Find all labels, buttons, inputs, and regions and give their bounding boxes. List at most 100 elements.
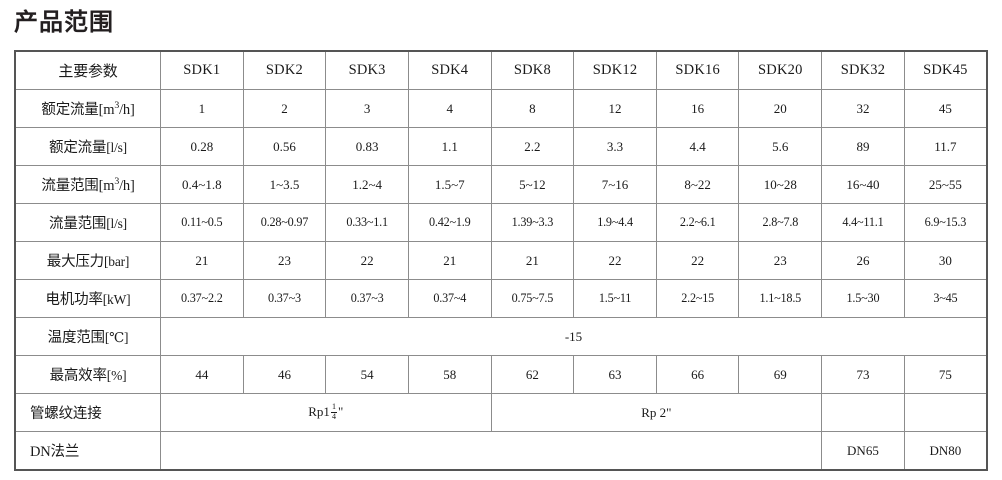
merged-data-cell: Rp1 1 4 " bbox=[160, 393, 492, 432]
data-cell: 0.37~3 bbox=[325, 279, 409, 318]
data-cell: 7~16 bbox=[573, 165, 657, 204]
data-cell: 8 bbox=[490, 89, 575, 128]
model-header-sdk1: SDK1 bbox=[160, 50, 244, 90]
data-cell: 5.6 bbox=[738, 127, 823, 166]
data-cell: 1 bbox=[160, 89, 244, 128]
data-cell: 22 bbox=[573, 241, 657, 280]
row-label: 流量范围[m3/h] bbox=[14, 165, 161, 204]
data-cell: 20 bbox=[738, 89, 823, 128]
table-row: 额定流量[l/s] 0.28 0.56 0.83 1.1 2.2 3.3 4.4 5.6 89 11… bbox=[14, 127, 988, 166]
row-label: 温度范围[℃] bbox=[14, 317, 161, 356]
data-cell: 75 bbox=[903, 355, 988, 394]
data-cell: 4.4~11.1 bbox=[821, 203, 905, 242]
data-cell: 1.2~4 bbox=[325, 165, 409, 204]
table-row: 温度范围[℃] -15 bbox=[14, 317, 988, 356]
data-cell: 89 bbox=[821, 127, 905, 166]
data-cell: 2.2~6.1 bbox=[655, 203, 740, 242]
data-cell: 1.9~4.4 bbox=[573, 203, 657, 242]
data-cell: 22 bbox=[325, 241, 409, 280]
data-cell: 11.7 bbox=[903, 127, 988, 166]
data-cell: 0.83 bbox=[325, 127, 409, 166]
product-range-table: 主要参数 SDK1 SDK2 SDK3 SDK4 SDK8 SDK12 SDK16 SDK20… bbox=[14, 50, 988, 471]
data-cell: 30 bbox=[903, 241, 988, 280]
data-cell: 69 bbox=[738, 355, 823, 394]
data-cell: 1.39~3.3 bbox=[490, 203, 575, 242]
merged-data-cell: DN80 bbox=[903, 431, 988, 471]
table-row: 流量范围[l/s] 0.11~0.5 0.28~0.97 0.33~1.1 0.42~1… bbox=[14, 203, 988, 242]
data-cell: 62 bbox=[490, 355, 575, 394]
data-cell: 23 bbox=[738, 241, 823, 280]
data-cell: 0.37~4 bbox=[407, 279, 492, 318]
data-cell: 4 bbox=[407, 89, 492, 128]
merged-data-cell bbox=[159, 431, 823, 471]
data-cell: 0.56 bbox=[242, 127, 327, 166]
data-cell: 12 bbox=[573, 89, 657, 128]
data-cell: 0.28 bbox=[160, 127, 244, 166]
row-label: DN法兰 bbox=[14, 431, 161, 471]
data-cell: 1.1 bbox=[407, 127, 492, 166]
data-cell: 5~12 bbox=[490, 165, 575, 204]
data-cell: 66 bbox=[655, 355, 740, 394]
data-cell: 0.42~1.9 bbox=[407, 203, 492, 242]
row-label: 流量范围[l/s] bbox=[14, 203, 161, 242]
data-cell: 3.3 bbox=[573, 127, 657, 166]
model-header-sdk32: SDK32 bbox=[821, 50, 905, 90]
data-cell: 2 bbox=[242, 89, 327, 128]
data-cell: 21 bbox=[160, 241, 244, 280]
table-row: 额定流量[m3/h] 1 2 3 4 8 12 16 20 32 45 bbox=[14, 89, 988, 128]
spec-table-container: 主要参数 SDK1 SDK2 SDK3 SDK4 SDK8 SDK12 SDK16 SDK20… bbox=[14, 50, 988, 471]
row-label: 最高效率[%] bbox=[14, 355, 161, 394]
model-header-sdk3: SDK3 bbox=[325, 50, 409, 90]
merged-data-cell: DN65 bbox=[821, 431, 905, 471]
data-cell: 0.4~1.8 bbox=[160, 165, 244, 204]
data-cell: 54 bbox=[325, 355, 409, 394]
data-cell: 63 bbox=[573, 355, 657, 394]
model-header-sdk20: SDK20 bbox=[738, 50, 823, 90]
data-cell: 32 bbox=[821, 89, 905, 128]
row-label: 额定流量[l/s] bbox=[14, 127, 161, 166]
product-range-page: 产品范围 主要参数 SDK1 SDK2 SDK3 SDK4 SDK8 SDK12 SDK16… bbox=[0, 8, 1002, 480]
model-header-sdk16: SDK16 bbox=[655, 50, 740, 90]
table-row: 最高效率[%] 44 46 54 58 62 63 66 69 73 75 bbox=[14, 355, 988, 394]
merged-data-cell bbox=[903, 393, 988, 432]
data-cell: 0.75~7.5 bbox=[490, 279, 575, 318]
table-row: 电机功率[kW] 0.37~2.2 0.37~3 0.37~3 0.37~4 0.75~7… bbox=[14, 279, 988, 318]
merged-data-cell bbox=[821, 393, 905, 432]
data-cell: 1.5~30 bbox=[821, 279, 905, 318]
table-body: 主要参数 SDK1 SDK2 SDK3 SDK4 SDK8 SDK12 SDK16 SDK20… bbox=[14, 50, 988, 471]
data-cell: 1.5~7 bbox=[407, 165, 492, 204]
data-cell: 16 bbox=[655, 89, 740, 128]
data-cell: 8~22 bbox=[655, 165, 740, 204]
table-row: 最大压力[bar] 21 23 22 21 21 22 22 23 26 30 bbox=[14, 241, 988, 280]
data-cell: 4.4 bbox=[655, 127, 740, 166]
data-cell: 2.8~7.8 bbox=[738, 203, 823, 242]
data-cell: 0.33~1.1 bbox=[325, 203, 409, 242]
data-cell: 22 bbox=[655, 241, 740, 280]
model-header-sdk4: SDK4 bbox=[407, 50, 492, 90]
data-cell: 3 bbox=[325, 89, 409, 128]
data-cell: 25~55 bbox=[903, 165, 988, 204]
data-cell: 0.37~2.2 bbox=[160, 279, 244, 318]
data-cell: 2.2 bbox=[490, 127, 575, 166]
row-label: 额定流量[m3/h] bbox=[14, 89, 161, 128]
data-cell: 1.1~18.5 bbox=[738, 279, 823, 318]
data-cell: 26 bbox=[821, 241, 905, 280]
model-header-sdk45: SDK45 bbox=[903, 50, 988, 90]
data-cell: 2.2~15 bbox=[655, 279, 740, 318]
row-label: 电机功率[kW] bbox=[14, 279, 161, 318]
data-cell: 0.37~3 bbox=[242, 279, 327, 318]
data-cell: 16~40 bbox=[821, 165, 905, 204]
table-row: 流量范围[m3/h] 0.4~1.8 1~3.5 1.2~4 1.5~7 5~12 7~16… bbox=[14, 165, 988, 204]
data-cell: 21 bbox=[490, 241, 575, 280]
data-cell: 6.9~15.3 bbox=[903, 203, 988, 242]
model-header-sdk8: SDK8 bbox=[490, 50, 575, 90]
data-cell: 23 bbox=[242, 241, 327, 280]
model-header-sdk12: SDK12 bbox=[573, 50, 657, 90]
data-cell: 45 bbox=[903, 89, 988, 128]
row-label: 管螺纹连接 bbox=[14, 393, 161, 432]
data-cell: 58 bbox=[407, 355, 492, 394]
data-cell: 10~28 bbox=[738, 165, 823, 204]
data-cell: 0.28~0.97 bbox=[242, 203, 327, 242]
data-cell: 21 bbox=[407, 241, 492, 280]
page-title: 产品范围 bbox=[14, 8, 114, 36]
